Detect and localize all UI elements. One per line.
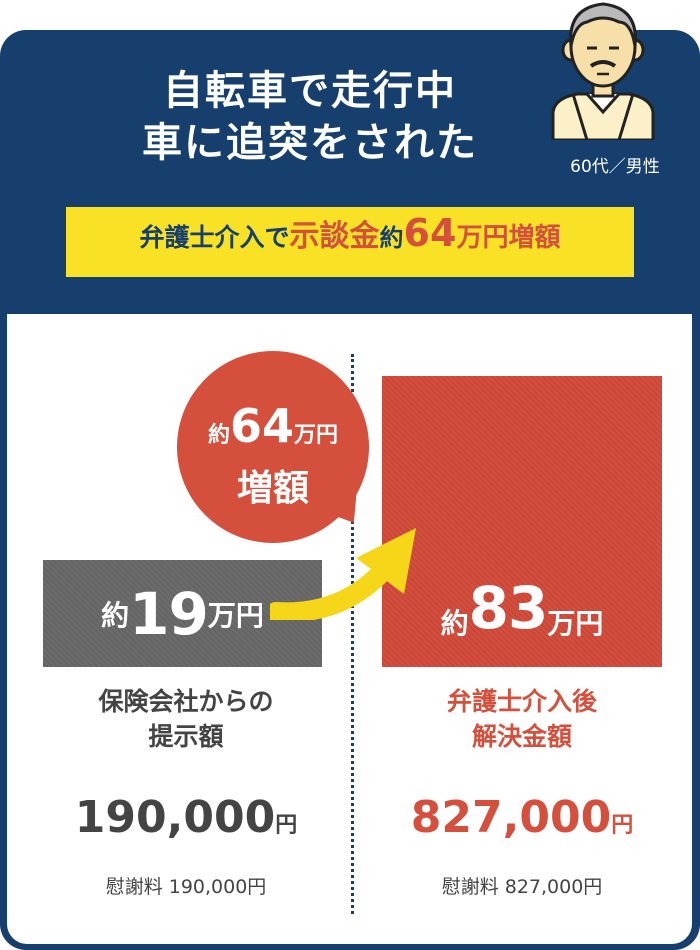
before-yen-amount: 190,000円 [45,792,327,843]
before-label: 保険会社からの 提示額 [45,684,327,754]
before-unit: 万円 [207,598,264,632]
before-yen-unit: 円 [275,813,298,838]
result-banner: 弁護士介入で 示談金 約 64 万円増額 [66,207,634,277]
after-yen-number: 827,000 [410,792,612,843]
before-detail: 慰謝料 190,000円 [105,876,267,898]
before-label-line-1: 保険会社からの [98,687,274,716]
after-label-line-2: 解決金額 [471,722,572,751]
title-line-1: 自転車で走行中 [163,68,457,114]
elderly-man-icon [551,2,655,140]
bubble-label: 増額 [236,468,309,509]
banner-text-4: 64 [403,211,457,255]
before-prefix: 約 [101,598,130,632]
after-detail: 慰謝料 827,000円 [441,876,603,898]
banner-text-2: 示談金 [289,219,380,254]
after-number: 83 [468,574,549,642]
after-amount-box: 約 83 万円 [382,376,662,667]
banner-text-1: 弁護士介入で [139,223,290,252]
before-number: 19 [129,579,209,648]
after-yen-unit: 円 [611,813,634,838]
after-label-line-1: 弁護士介入後 [446,687,597,716]
case-title: 自転車で走行中 車に追突をされた [0,65,620,169]
increase-bubble: 約64万円 増額 [177,351,369,543]
after-yen-amount: 827,000円 [382,792,662,843]
bubble-amount: 約64万円 [177,399,369,453]
title-line-2: 車に追突をされた [142,120,478,166]
bubble-number: 64 [229,399,294,453]
after-prefix: 約 [440,607,469,640]
before-yen-number: 190,000 [74,792,276,843]
before-label-line-2: 提示額 [148,722,224,751]
banner-text-3: 約 [379,224,404,252]
curved-arrow-icon [270,528,416,620]
banner-text-5: 万円増額 [456,223,561,253]
after-label: 弁護士介入後 解決金額 [382,684,662,754]
bubble-prefix: 約 [207,423,230,448]
bubble-unit: 万円 [294,423,339,448]
person-caption: 60代／男性 [570,157,660,177]
dotted-divider [351,354,354,914]
after-unit: 万円 [547,607,604,640]
before-amount-box: 約 19 万円 [43,560,322,667]
